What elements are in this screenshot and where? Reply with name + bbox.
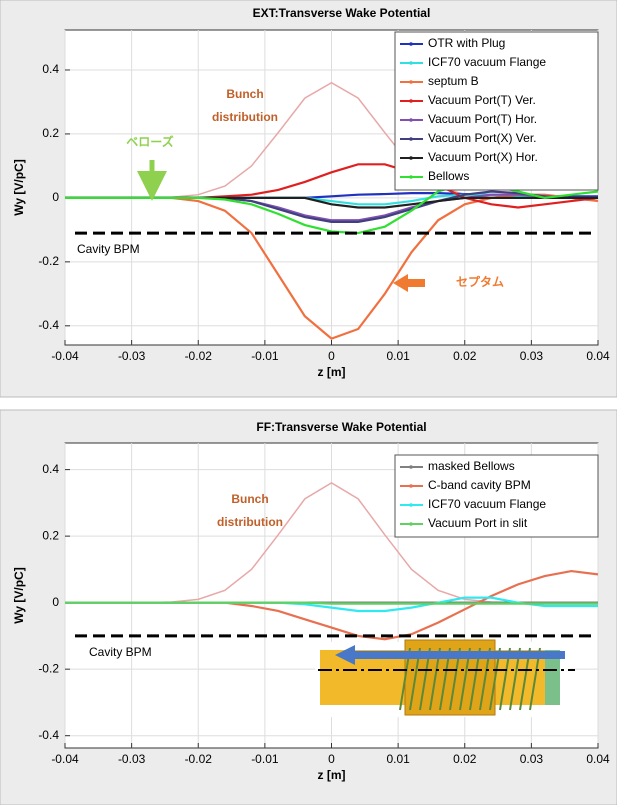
x-tick-label: 0 bbox=[328, 752, 335, 766]
legend-label: Vacuum Port(X) Ver. bbox=[428, 131, 537, 145]
x-tick-label: 0.03 bbox=[520, 752, 544, 766]
x-tick-label: 0 bbox=[328, 349, 335, 363]
legend-swatch bbox=[409, 465, 413, 469]
legend-label: masked Bellows bbox=[428, 459, 515, 473]
x-tick-label: 0.03 bbox=[520, 349, 544, 363]
series-line bbox=[65, 603, 598, 604]
annotation: distribution bbox=[212, 110, 278, 124]
reference-label: Cavity BPM bbox=[77, 242, 140, 256]
y-tick-label: 0 bbox=[52, 595, 59, 609]
x-tick-label: 0.02 bbox=[453, 752, 477, 766]
y-tick-label: -0.4 bbox=[38, 318, 59, 332]
page: EXT:Transverse Wake Potential -0.04 -0.03 -… bbox=[0, 0, 617, 805]
legend-label: septum B bbox=[428, 74, 479, 88]
y-tick-label: -0.2 bbox=[38, 661, 59, 675]
x-tick-label: -0.02 bbox=[185, 349, 213, 363]
y-tick-label: 0.4 bbox=[42, 462, 59, 476]
legend-label: Bellows bbox=[428, 169, 469, 183]
reference-label: Cavity BPM bbox=[89, 645, 152, 659]
legend-swatch bbox=[409, 484, 413, 488]
x-tick-label: -0.04 bbox=[51, 349, 79, 363]
annotation: セプタム bbox=[456, 274, 504, 289]
y-tick-label: 0.2 bbox=[42, 126, 59, 140]
x-axis-label: z [m] bbox=[318, 365, 346, 379]
legend-swatch bbox=[409, 42, 413, 46]
x-tick-label: -0.03 bbox=[118, 349, 146, 363]
legend-label: Vacuum Port in slit bbox=[428, 516, 528, 530]
legend-swatch bbox=[409, 118, 413, 122]
legend-swatch bbox=[409, 80, 413, 84]
x-tick-label: -0.01 bbox=[251, 752, 279, 766]
y-tick-label: 0.2 bbox=[42, 528, 59, 542]
legend-label: OTR with Plug bbox=[428, 36, 505, 50]
y-axis-label: Wy [V/pC] bbox=[12, 159, 26, 215]
chart-title: EXT:Transverse Wake Potential bbox=[253, 6, 431, 20]
legend-label: ICF70 vacuum Flange bbox=[428, 497, 546, 511]
x-tick-label: -0.02 bbox=[185, 752, 213, 766]
legend-swatch bbox=[409, 137, 413, 141]
legend-label: ICF70 vacuum Flange bbox=[428, 55, 546, 69]
y-tick-label: -0.2 bbox=[38, 254, 59, 268]
legend-swatch bbox=[409, 522, 413, 526]
x-tick-label: -0.03 bbox=[118, 752, 146, 766]
y-tick-label: 0.4 bbox=[42, 62, 59, 76]
annotation: Bunch bbox=[231, 492, 268, 506]
x-axis-label: z [m] bbox=[318, 768, 346, 782]
chart-title: FF:Transverse Wake Potential bbox=[256, 420, 426, 434]
legend-swatch bbox=[409, 503, 413, 507]
annotation: distribution bbox=[217, 515, 283, 529]
legend-swatch bbox=[409, 99, 413, 103]
x-tick-label: -0.01 bbox=[251, 349, 279, 363]
annotation: ベローズ bbox=[126, 134, 173, 149]
x-tick-label: 0.02 bbox=[453, 349, 477, 363]
y-tick-label: -0.4 bbox=[38, 728, 59, 742]
x-tick-label: 0.04 bbox=[586, 752, 610, 766]
legend-label: Vacuum Port(X) Hor. bbox=[428, 150, 538, 164]
x-tick-label: 0.01 bbox=[386, 349, 410, 363]
legend-swatch bbox=[409, 175, 413, 179]
legend-swatch bbox=[409, 61, 413, 65]
y-axis-label: Wy [V/pC] bbox=[12, 567, 26, 623]
x-tick-label: 0.01 bbox=[386, 752, 410, 766]
legend-label: Vacuum Port(T) Ver. bbox=[428, 93, 536, 107]
y-tick-label: 0 bbox=[52, 190, 59, 204]
x-tick-label: 0.04 bbox=[586, 349, 610, 363]
legend-label: Vacuum Port(T) Hor. bbox=[428, 112, 537, 126]
inset-image bbox=[315, 640, 575, 717]
legend-label: C-band cavity BPM bbox=[428, 478, 531, 492]
annotation: Bunch bbox=[226, 87, 263, 101]
chart: EXT:Transverse Wake Potential -0.04 -0.03 -… bbox=[0, 0, 617, 805]
legend-swatch bbox=[409, 156, 413, 160]
x-tick-label: -0.04 bbox=[51, 752, 79, 766]
